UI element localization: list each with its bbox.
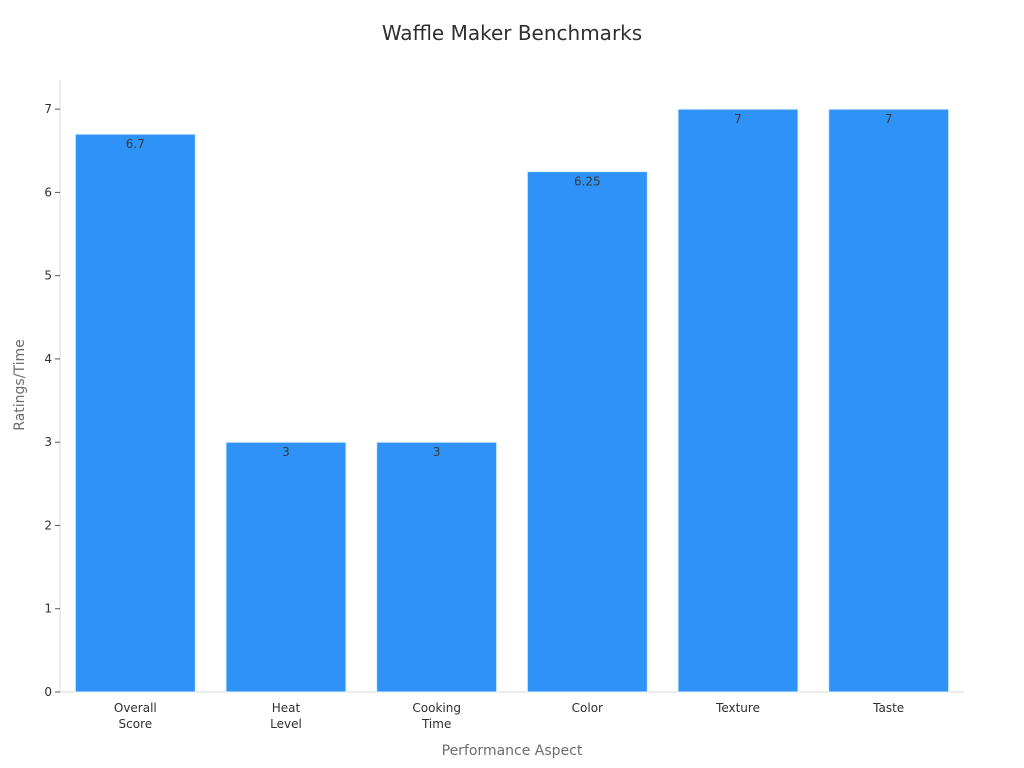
y-tick-label: 7 xyxy=(44,102,52,116)
x-tick-label: Heat Level xyxy=(270,701,302,731)
x-tick-label-line: Level xyxy=(270,717,302,731)
x-tick-label-line: Color xyxy=(572,701,603,715)
x-tick-label: Cooking Time xyxy=(412,701,461,731)
x-tick-label: Color xyxy=(572,701,603,715)
x-tick-label: Taste xyxy=(872,701,904,715)
y-tick-label: 6 xyxy=(44,185,52,199)
x-tick-label: Texture xyxy=(715,701,760,715)
bar xyxy=(74,133,196,693)
y-tick-label: 1 xyxy=(44,602,52,616)
y-axis-label: Ratings/Time xyxy=(12,339,28,430)
y-tick-label: 2 xyxy=(44,518,52,532)
bar-value-label: 7 xyxy=(734,112,742,126)
x-tick-labels: Overall Score Heat Level Cooking Time Color Tex… xyxy=(114,701,904,731)
bar xyxy=(225,441,347,693)
bar xyxy=(677,108,799,693)
bar-value-label: 3 xyxy=(433,445,441,459)
data-labels: 6.7 3 3 6.25 7 7 xyxy=(126,112,893,459)
x-tick-label-line: Cooking xyxy=(412,701,461,715)
bar-value-label: 6.25 xyxy=(574,175,601,189)
bar xyxy=(526,171,648,693)
bar xyxy=(376,441,498,693)
bar-value-label: 7 xyxy=(885,112,893,126)
bar xyxy=(828,108,950,693)
x-axis-label: Performance Aspect xyxy=(442,743,583,759)
bar-value-label: 3 xyxy=(282,445,290,459)
x-tick-label: Overall Score xyxy=(114,701,157,731)
y-tick-label: 4 xyxy=(44,352,52,366)
y-tick-label: 5 xyxy=(44,269,52,283)
y-tick-label: 0 xyxy=(44,685,52,699)
bars xyxy=(74,108,950,693)
x-tick-label-line: Taste xyxy=(872,701,904,715)
bar-value-label: 6.7 xyxy=(126,137,145,151)
x-tick-label-line: Overall xyxy=(114,701,157,715)
y-axis: 0 1 2 3 4 5 6 7 xyxy=(44,80,61,699)
x-tick-label-line: Time xyxy=(421,717,451,731)
x-tick-label-line: Texture xyxy=(715,701,760,715)
chart-title: Waffle Maker Benchmarks xyxy=(382,21,642,45)
x-tick-label-line: Heat xyxy=(272,701,301,715)
x-tick-label-line: Score xyxy=(119,717,153,731)
y-tick-label: 3 xyxy=(44,435,52,449)
